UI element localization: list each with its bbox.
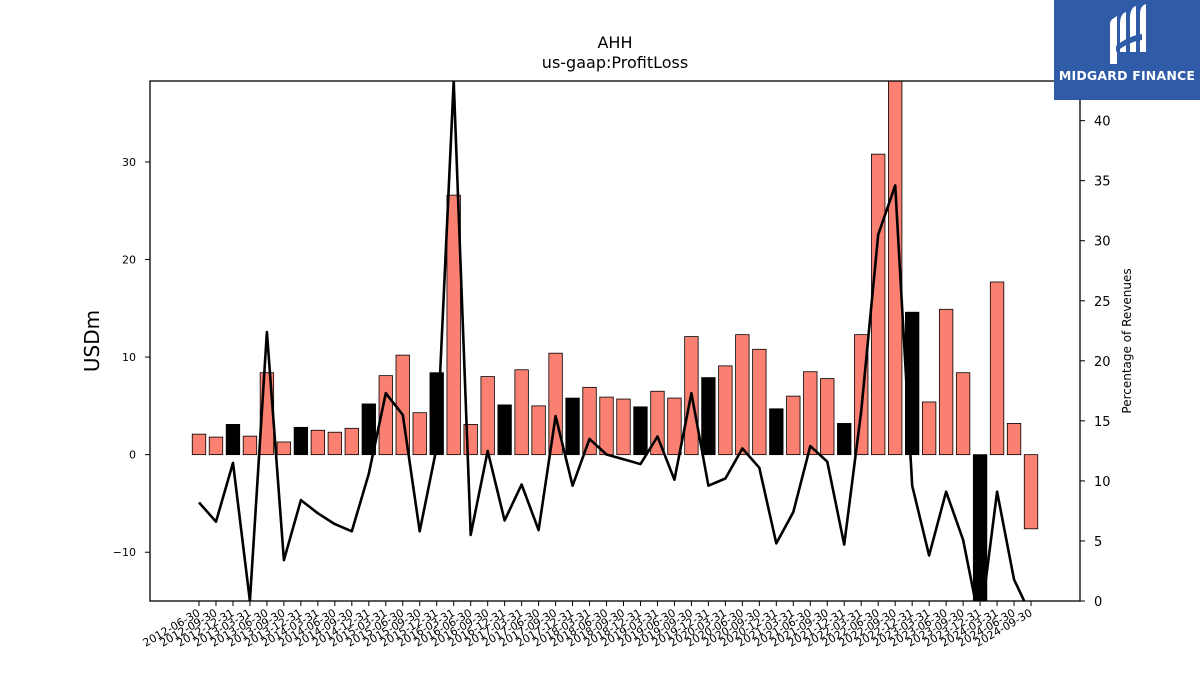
bar: [310, 429, 326, 456]
bar: [820, 378, 835, 456]
bar: [888, 81, 903, 456]
bar: [480, 376, 495, 456]
line-series-group: [198, 81, 1026, 601]
chart-title: AHH: [597, 33, 632, 52]
y2-tick-label: 0: [1094, 595, 1102, 610]
bar: [837, 423, 852, 456]
y-tick-label: −10: [113, 546, 136, 559]
bar: [565, 397, 580, 456]
y2-tick-label: 25: [1094, 295, 1111, 310]
y2-axis-label: Percentage of Revenues: [1120, 268, 1134, 413]
bar: [293, 426, 309, 456]
bar: [412, 412, 427, 456]
bar: [1023, 454, 1039, 530]
bar: [514, 369, 529, 456]
bar: [701, 377, 716, 456]
bar: [938, 308, 954, 456]
bar: [921, 401, 937, 456]
y-tick-label: 20: [122, 254, 136, 267]
y-axis-label: USDm: [80, 310, 104, 372]
bar: [582, 386, 597, 456]
y2-tick-label: 35: [1094, 175, 1111, 190]
bar: [276, 441, 292, 456]
y2-tick-label: 20: [1094, 355, 1111, 370]
bar: [650, 390, 665, 456]
y-tick-label: 0: [129, 449, 136, 462]
bar: [497, 404, 512, 456]
x-axis: 2012-06-302012-09-302012-12-312013-03-31…: [141, 601, 1035, 650]
bar: [989, 281, 1005, 456]
plot-frame: [149, 80, 1081, 602]
bar: [327, 431, 342, 456]
bar: [616, 398, 631, 456]
brand-logo: MIDGARD FINANCE: [1054, 0, 1200, 100]
y2-tick-label: 30: [1094, 235, 1111, 250]
bar: [871, 153, 886, 456]
bar: [225, 424, 241, 456]
bar: [446, 194, 461, 456]
y2-axis: 0 5 10 15 20 25 30 35 40: [1080, 115, 1111, 610]
y-tick-label: 10: [122, 351, 136, 364]
bar: [769, 408, 784, 456]
y2-tick-label: 40: [1094, 115, 1111, 130]
bar: [667, 397, 682, 456]
bar: [786, 395, 801, 456]
bar: [1006, 423, 1022, 456]
y2-tick-label: 10: [1094, 475, 1111, 490]
chart-subtitle: us-gaap:ProfitLoss: [542, 53, 688, 72]
bar: [972, 454, 988, 601]
bar: [531, 405, 546, 456]
bar: [208, 436, 224, 456]
bar: [803, 371, 818, 456]
bar: [718, 365, 733, 456]
bar: [344, 427, 359, 456]
bar: [752, 348, 767, 456]
bar: [599, 396, 614, 456]
bar: [955, 372, 971, 456]
bar: [191, 433, 207, 456]
brand-logo-icon: [1110, 4, 1146, 64]
y2-tick-label: 5: [1094, 535, 1102, 550]
bar: [361, 403, 376, 456]
bar: [735, 334, 750, 456]
brand-name: MIDGARD FINANCE: [1058, 68, 1196, 83]
line-series: [198, 81, 1026, 601]
y-tick-label: 30: [122, 156, 136, 169]
y2-tick-label: 15: [1094, 415, 1111, 430]
bar-series: [191, 81, 1039, 601]
bar: [242, 435, 258, 456]
bar: [633, 406, 648, 456]
y-axis: −10 0 10 20 30: [113, 156, 150, 559]
